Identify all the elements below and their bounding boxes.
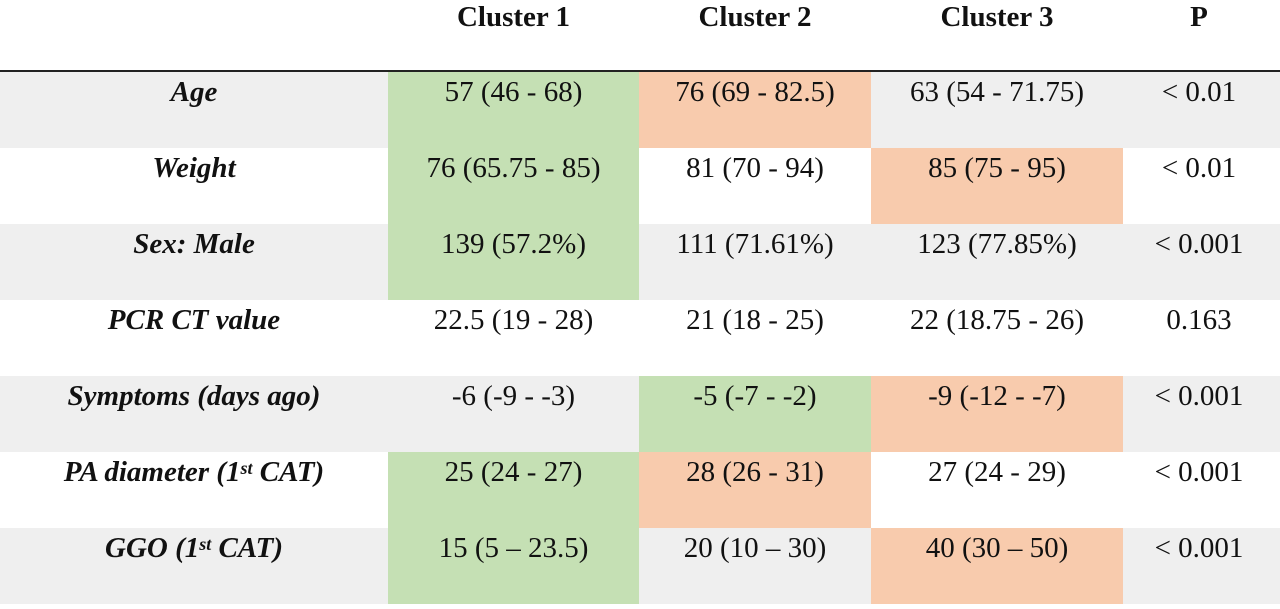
cell-cluster-1: 25 (24 - 27) bbox=[388, 452, 639, 528]
cell-cluster-2: -5 (-7 - -2) bbox=[639, 376, 871, 452]
table-row: PA diameter (1st CAT) 25 (24 - 27) 28 (2… bbox=[0, 452, 1280, 528]
cell-p-value: 0.163 bbox=[1166, 304, 1232, 336]
cell-p-value: < 0.001 bbox=[1154, 228, 1244, 260]
cell-cluster-2: 76 (69 - 82.5) bbox=[639, 72, 871, 148]
cell-cluster-3: 85 (75 - 95) bbox=[871, 148, 1123, 224]
cell-p-value: < 0.01 bbox=[1161, 76, 1237, 108]
row-label: Age bbox=[170, 76, 218, 108]
row-label: PCR CT value bbox=[107, 304, 281, 336]
cell-cluster-2: 81 (70 - 94) bbox=[686, 152, 824, 184]
cell-cluster-3: 27 (24 - 29) bbox=[928, 456, 1066, 488]
table-header: Cluster 1 Cluster 2 Cluster 3 P bbox=[0, 0, 1280, 70]
table-row: PCR CT value 22.5 (19 - 28) 21 (18 - 25)… bbox=[0, 300, 1280, 376]
cell-cluster-3: 22 (18.75 - 26) bbox=[910, 304, 1084, 336]
table-row: Weight 76 (65.75 - 85) 81 (70 - 94) 85 (… bbox=[0, 148, 1280, 224]
cell-cluster-1: 76 (65.75 - 85) bbox=[388, 148, 639, 224]
cell-cluster-2: 21 (18 - 25) bbox=[686, 304, 824, 336]
cell-cluster-3: 40 (30 – 50) bbox=[871, 528, 1123, 604]
cell-p-value: < 0.001 bbox=[1154, 380, 1244, 412]
cell-cluster-1: 139 (57.2%) bbox=[388, 224, 639, 300]
header-cluster-3: Cluster 3 bbox=[940, 1, 1054, 33]
header-p: P bbox=[1190, 1, 1208, 33]
row-label: Symptoms (days ago) bbox=[67, 380, 321, 412]
table-row: Age 57 (46 - 68) 76 (69 - 82.5) 63 (54 -… bbox=[0, 72, 1280, 148]
cell-p-value: < 0.001 bbox=[1154, 456, 1244, 488]
header-cluster-1: Cluster 1 bbox=[456, 1, 571, 33]
cell-p-value: < 0.001 bbox=[1154, 532, 1244, 564]
row-label: GGO (1st CAT) bbox=[105, 532, 283, 564]
header-cluster-2: Cluster 2 bbox=[698, 1, 812, 33]
cell-cluster-1: -6 (-9 - -3) bbox=[451, 380, 576, 412]
cell-cluster-3: 123 (77.85%) bbox=[917, 228, 1077, 260]
row-label: Sex: Male bbox=[133, 228, 255, 260]
row-label: Weight bbox=[152, 152, 236, 184]
row-label: PA diameter (1st CAT) bbox=[63, 456, 325, 488]
table-row: GGO (1st CAT) 15 (5 – 23.5) 20 (10 – 30)… bbox=[0, 528, 1280, 604]
cell-cluster-1: 22.5 (19 - 28) bbox=[433, 304, 594, 336]
table-row: Symptoms (days ago) -6 (-9 - -3) -5 (-7 … bbox=[0, 376, 1280, 452]
header-rule bbox=[0, 70, 1280, 72]
cell-cluster-2: 28 (26 - 31) bbox=[639, 452, 871, 528]
cell-cluster-1: 57 (46 - 68) bbox=[388, 72, 639, 148]
cell-cluster-3: 63 (54 - 71.75) bbox=[910, 76, 1084, 108]
cell-cluster-3: -9 (-12 - -7) bbox=[871, 376, 1123, 452]
table-row: Sex: Male 139 (57.2%) 111 (71.61%) 123 (… bbox=[0, 224, 1280, 300]
cell-cluster-1: 15 (5 – 23.5) bbox=[388, 528, 639, 604]
cell-cluster-2: 20 (10 – 30) bbox=[683, 532, 827, 564]
cell-cluster-2: 111 (71.61%) bbox=[676, 228, 834, 260]
cell-p-value: < 0.01 bbox=[1161, 152, 1237, 184]
